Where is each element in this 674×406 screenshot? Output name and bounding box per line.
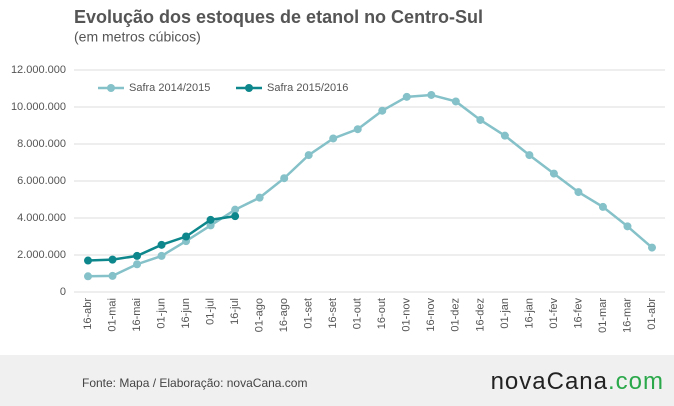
legend-marker <box>245 84 253 92</box>
y-tick-label: 0 <box>60 286 66 298</box>
point <box>304 151 313 160</box>
point <box>133 260 142 269</box>
y-tick-label: 6.000.000 <box>17 175 66 187</box>
point <box>231 205 240 214</box>
point <box>108 271 117 280</box>
point <box>500 131 509 140</box>
x-tick-label: 01-nov <box>401 298 413 332</box>
x-tick-label: 01-out <box>352 298 364 329</box>
chart-title: Evolução dos estoques de etanol no Centr… <box>74 7 483 27</box>
point <box>206 221 215 230</box>
x-tick-label: 01-fev <box>548 298 560 329</box>
point <box>157 240 166 249</box>
point <box>574 188 583 197</box>
point <box>427 90 436 99</box>
x-tick-label: 16-abr <box>82 298 94 330</box>
x-tick-label: 16-jun <box>180 298 192 329</box>
chart-subtitle: (em metros cúbicos) <box>74 29 201 45</box>
legend-label: Safra 2014/2015 <box>129 82 210 94</box>
x-tick-label: 01-abr <box>646 298 658 330</box>
x-tick-label: 01-ago <box>254 298 266 332</box>
point <box>598 202 607 211</box>
point <box>231 212 240 221</box>
series-line <box>87 93 653 278</box>
y-tick-label: 8.000.000 <box>17 138 66 150</box>
x-tick-label: 16-jan <box>523 298 535 329</box>
y-tick-label: 12.000.000 <box>11 64 66 76</box>
legend-label: Safra 2015/2016 <box>267 82 348 94</box>
x-tick-label: 01-set <box>303 298 315 329</box>
x-tick-label: 01-mai <box>106 298 118 332</box>
x-tick-label: 16-jul <box>229 298 241 325</box>
x-tick-label: 16-out <box>376 298 388 329</box>
point <box>157 251 166 260</box>
point <box>84 256 92 265</box>
x-tick-label: 01-dez <box>450 298 462 332</box>
point <box>402 92 411 101</box>
point <box>182 232 191 241</box>
point <box>108 255 117 264</box>
point <box>329 134 338 143</box>
y-tick-label: 10.000.000 <box>11 101 66 113</box>
point <box>623 222 632 231</box>
point <box>133 251 142 260</box>
x-tick-label: 16-mai <box>131 298 143 332</box>
x-tick-label: 16-set <box>327 298 339 329</box>
y-tick-label: 2.000.000 <box>17 249 66 261</box>
footer-band <box>0 355 674 406</box>
source: Fonte: Mapa / Elaboração: novaCana.com <box>82 376 307 390</box>
x-tick-label: 01-jun <box>155 298 167 329</box>
x-tick-label: 16-ago <box>278 298 290 332</box>
x-tick-label: 01-jul <box>205 298 217 325</box>
x-tick-label: 01-mar <box>597 298 609 333</box>
point <box>549 169 558 178</box>
point <box>206 215 215 224</box>
logo-main: novaCana <box>491 368 608 395</box>
x-tick-label: 16-dez <box>474 298 486 332</box>
x-tick-label: 16-mar <box>621 298 633 333</box>
logo: novaCana.com <box>491 368 664 395</box>
point <box>525 151 534 160</box>
x-tick-label: 16-fev <box>572 298 584 329</box>
point <box>255 193 264 202</box>
legend-marker <box>107 84 115 92</box>
point <box>451 97 460 106</box>
point <box>280 174 289 183</box>
y-tick-label: 4.000.000 <box>17 212 66 224</box>
logo-suffix: .com <box>608 368 664 395</box>
point <box>648 243 656 252</box>
point <box>84 272 92 281</box>
x-tick-label: 01-jan <box>499 298 511 329</box>
point <box>378 106 387 115</box>
x-tick-label: 16-nov <box>425 298 437 332</box>
point <box>476 115 485 124</box>
point <box>353 125 362 134</box>
